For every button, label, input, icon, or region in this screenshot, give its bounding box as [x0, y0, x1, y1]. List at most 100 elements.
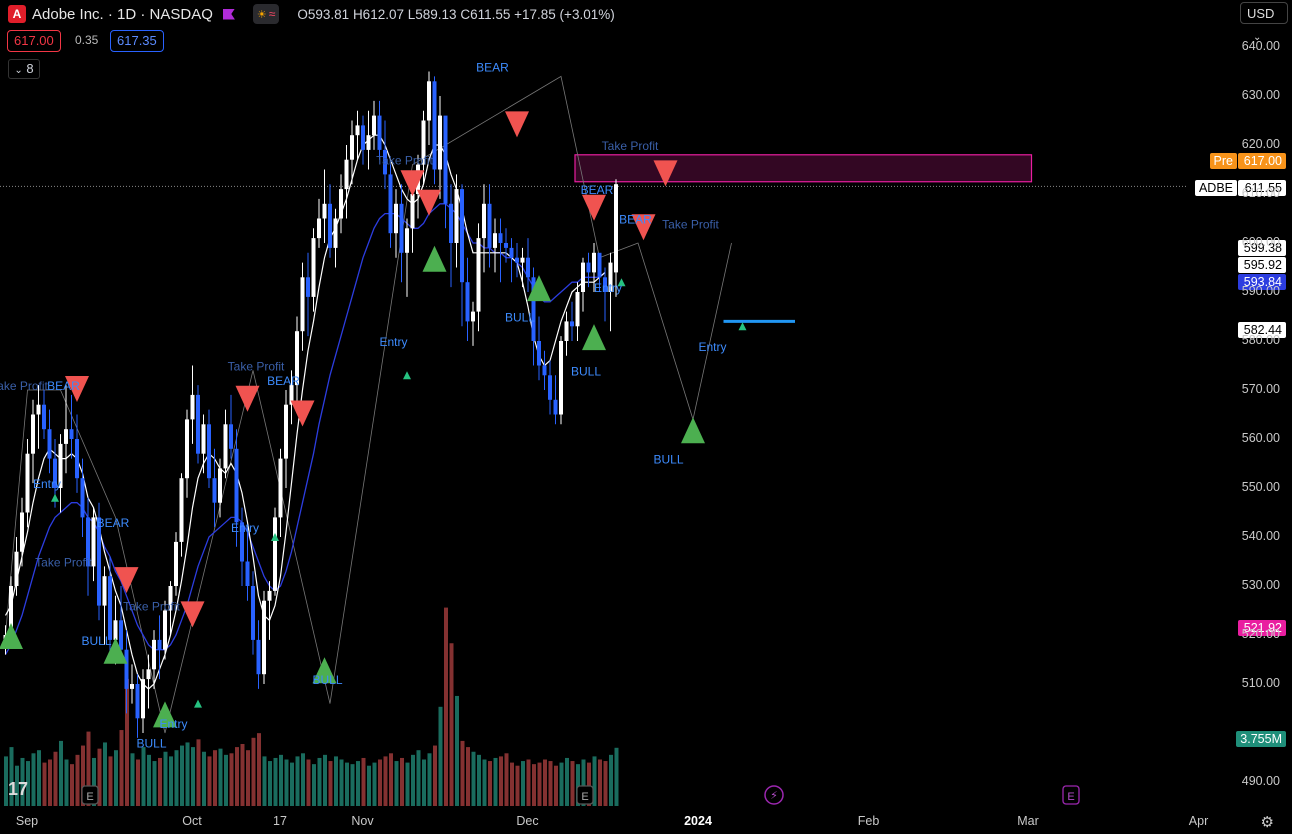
volume-bar	[81, 745, 85, 806]
signal-label-tp: Take Profit	[662, 217, 719, 231]
volume-bar	[97, 748, 102, 806]
volume-bar	[554, 765, 558, 806]
candle-body	[284, 404, 288, 459]
premarket-label: Pre	[1209, 153, 1237, 169]
volume-bar	[482, 759, 487, 806]
market-status-icons[interactable]: ☀ ≈	[252, 4, 280, 24]
candle-body	[328, 203, 332, 248]
bear-signal-triangle	[417, 189, 441, 216]
volume-bar	[449, 643, 454, 806]
candle-body	[306, 277, 310, 297]
volume-bar	[218, 748, 223, 806]
volume-bar	[103, 742, 107, 806]
candle-body	[493, 233, 497, 248]
signal-label-bull: BULL	[136, 737, 166, 751]
signal-label-bull: BULL	[505, 310, 535, 324]
volume-bar	[548, 761, 553, 806]
signal-label-bull: BULL	[571, 364, 601, 378]
volume-bar	[576, 764, 580, 806]
bear-signal-triangle	[65, 376, 89, 402]
ask-price-button[interactable]: 617.35	[110, 30, 164, 52]
candle-body	[69, 429, 74, 439]
candle-body	[614, 184, 618, 273]
candle-body	[559, 341, 563, 415]
earnings-icon	[576, 785, 594, 805]
candle-body	[240, 522, 244, 562]
volume-bar	[64, 759, 69, 806]
x-tick-label: 2024	[684, 814, 712, 828]
bear-signal-triangle	[235, 385, 260, 412]
bid-price-button[interactable]: 617.00	[7, 30, 61, 52]
volume-bar	[328, 761, 333, 806]
volume-bar	[235, 747, 239, 806]
volume-bar	[130, 753, 135, 806]
candle-body	[201, 424, 206, 454]
y-tick-label: 550.00	[1241, 480, 1280, 494]
ticker-label: ADBE	[1194, 180, 1237, 196]
y-tick-label: 630.00	[1241, 88, 1280, 102]
bear-signal-triangle	[400, 170, 425, 197]
volume-bar	[592, 756, 597, 806]
volume-bar	[59, 740, 63, 806]
volume-bar	[180, 745, 184, 806]
volume-bar	[614, 747, 619, 806]
volume-bar	[339, 759, 344, 806]
volume-bar	[141, 747, 146, 806]
candle-body	[388, 174, 393, 234]
volume-bar	[42, 762, 47, 806]
candle-body	[476, 238, 481, 312]
volume-bar	[488, 761, 492, 806]
candle-body	[394, 203, 398, 234]
settings-gear-icon[interactable]: ⚙	[1260, 814, 1274, 831]
x-tick-label: Apr	[1188, 814, 1209, 828]
chevron-down-icon: ⌄	[14, 65, 23, 76]
volume-bar	[400, 757, 404, 806]
volume-bar	[411, 754, 415, 806]
volume-bar	[86, 731, 91, 806]
volume-bar	[268, 761, 272, 806]
signal-label-bear: BEAR	[267, 374, 300, 388]
volume-bar	[37, 750, 41, 806]
ma-slow-line	[4, 203, 606, 655]
candle-body	[350, 135, 354, 160]
indicators-toggle[interactable]: ⌄ 8	[8, 59, 40, 79]
candle-body	[80, 478, 85, 518]
candle-body	[548, 375, 552, 400]
volume-bar	[361, 757, 366, 806]
candle-body	[317, 218, 321, 239]
supply-zone	[574, 154, 1033, 183]
candle-body	[564, 321, 569, 341]
volume-bar	[581, 759, 586, 806]
candle-body	[438, 115, 442, 170]
candle-body	[168, 586, 173, 611]
ma-value-tag: 593.84	[1238, 274, 1286, 290]
volume-bar	[191, 747, 195, 806]
candle-body	[185, 419, 189, 479]
volume-bar	[20, 757, 25, 806]
currency-select[interactable]: USD ⌄	[1240, 2, 1288, 43]
volume-bar	[125, 678, 129, 806]
candle-body	[25, 453, 30, 513]
flag-icon[interactable]	[222, 8, 235, 20]
premarket-price-tag: 617.00	[1238, 153, 1286, 169]
volume-bar	[279, 754, 283, 806]
y-tick-label: 610.00	[1241, 186, 1280, 200]
candle-body	[570, 321, 574, 327]
candle-body	[251, 586, 255, 640]
volume-bar	[207, 756, 212, 806]
earnings-icon-letter: E	[581, 791, 588, 803]
level-tag-c: 582.44	[1238, 322, 1286, 338]
volume-bar	[48, 759, 52, 806]
volume-bar	[136, 759, 140, 806]
volume-value-tag: 3.755M	[1236, 731, 1286, 747]
candle-body	[262, 600, 266, 675]
symbol-header[interactable]: A Adobe Inc. · 1D · NASDAQ ☀ ≈ O593.81 H…	[0, 0, 615, 28]
volume-bar	[323, 754, 327, 806]
volume-bar	[284, 759, 289, 806]
volume-bar	[202, 751, 206, 806]
y-tick-label: 590.00	[1241, 284, 1280, 298]
volume-bar	[301, 753, 305, 806]
symbol-title[interactable]: Adobe Inc. · 1D · NASDAQ	[32, 5, 213, 23]
candle-body	[124, 649, 129, 689]
